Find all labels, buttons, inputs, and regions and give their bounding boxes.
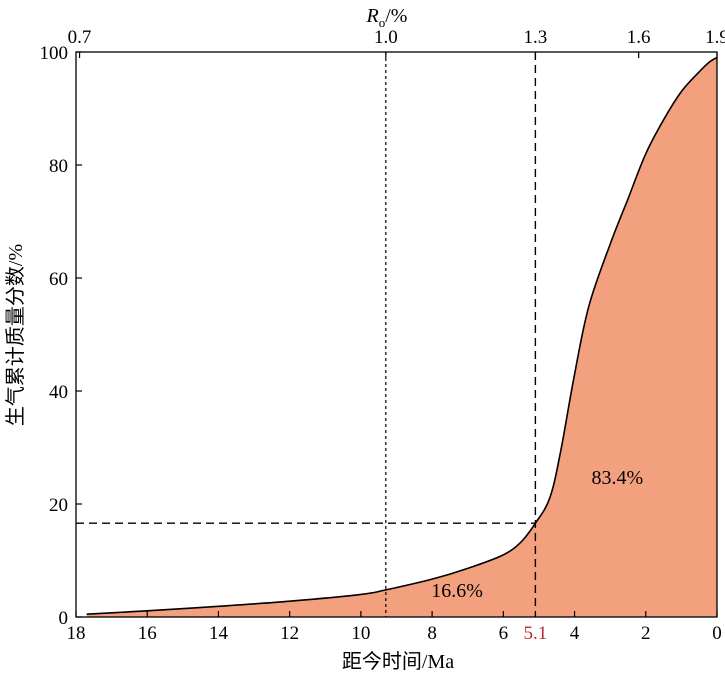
y-tick-label: 100 bbox=[40, 43, 69, 64]
y-tick-label: 80 bbox=[49, 156, 68, 177]
top-tick-label: 1.6 bbox=[627, 27, 651, 48]
y-tick-label: 20 bbox=[49, 495, 68, 516]
ticks-layer bbox=[75, 51, 718, 618]
x-tick-label: 4 bbox=[570, 623, 580, 644]
top-axis-title-sub: o bbox=[379, 15, 386, 30]
top-tick-label: 1.3 bbox=[524, 27, 548, 48]
x-axis-title: 距今时间/Ma bbox=[342, 650, 454, 673]
percent-annotation: 83.4% bbox=[591, 467, 643, 489]
y-tick-label: 60 bbox=[49, 269, 68, 290]
top-axis-title-unit: /% bbox=[385, 5, 407, 27]
y-tick-label: 0 bbox=[59, 608, 69, 629]
guide-lines bbox=[76, 52, 537, 617]
top-tick-label: 0.7 bbox=[68, 27, 92, 48]
cumulative-area bbox=[86, 57, 717, 618]
cumulative-curve bbox=[86, 56, 718, 615]
x-tick-label: 6 bbox=[499, 623, 509, 644]
plot-frame bbox=[75, 51, 718, 618]
x-tick-label: 18 bbox=[67, 623, 86, 644]
y-tick-label: 40 bbox=[49, 382, 68, 403]
y-axis-title: 生气累计质量分数/% bbox=[4, 244, 27, 426]
x-tick-label: 14 bbox=[209, 623, 229, 644]
top-tick-label: 1.9 bbox=[705, 27, 725, 48]
top-axis-title: Ro/% bbox=[366, 5, 408, 30]
x-tick-label: 0 bbox=[712, 623, 722, 644]
marker-x-label: 5.1 bbox=[524, 623, 548, 644]
x-tick-label: 8 bbox=[427, 623, 437, 644]
x-tick-label: 10 bbox=[351, 623, 370, 644]
area-layer bbox=[86, 56, 718, 618]
top-tick-label: 1.0 bbox=[374, 27, 398, 48]
x-tick-label: 16 bbox=[138, 623, 157, 644]
x-tick-label: 12 bbox=[280, 623, 299, 644]
top-axis-title-r: R bbox=[366, 5, 379, 27]
percent-annotation: 16.6% bbox=[431, 580, 483, 602]
x-tick-label: 2 bbox=[641, 623, 651, 644]
